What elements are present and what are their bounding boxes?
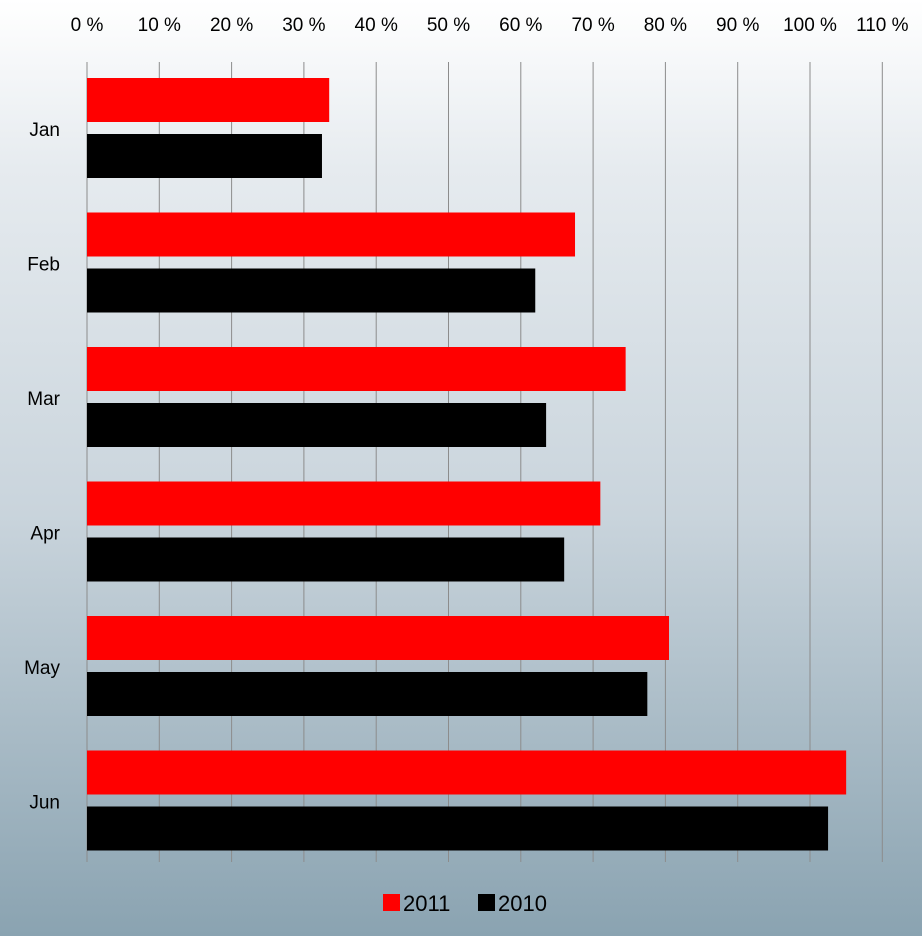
x-tick-label: 100 %	[783, 15, 837, 36]
category-label: Apr	[30, 524, 60, 545]
bar-2011-mar	[87, 347, 626, 391]
bars	[87, 78, 847, 851]
x-tick-label: 20 %	[210, 15, 253, 36]
x-tick-label: 110 %	[856, 15, 909, 36]
x-tick-label: 0 %	[71, 15, 104, 36]
x-tick-label: 60 %	[499, 15, 542, 36]
x-tick-label: 80 %	[644, 15, 687, 36]
x-tick-label: 50 %	[427, 15, 470, 36]
legend-swatch	[383, 894, 400, 911]
bar-2011-apr	[87, 481, 601, 526]
bar-2010-feb	[87, 268, 536, 313]
bar-2010-mar	[87, 403, 547, 447]
legend-label: 2010	[498, 891, 547, 916]
category-label: Jan	[29, 120, 60, 141]
legend: 2011 2010	[383, 891, 547, 916]
bar-2011-feb	[87, 212, 576, 257]
x-axis-tick-labels: 0 % 10 % 20 % 30 % 40 % 50 % 60 % 70 % 80 % 90 % 1…	[71, 15, 909, 36]
category-label: Jun	[29, 793, 60, 814]
x-tick-label: 40 %	[355, 15, 398, 36]
x-tick-label: 30 %	[282, 15, 325, 36]
bar-2011-jan	[87, 78, 330, 122]
category-label: May	[24, 658, 60, 679]
bar-2011-may	[87, 616, 670, 660]
category-labels: Jan Feb Mar Apr May Jun	[24, 120, 61, 814]
category-label: Mar	[27, 389, 60, 410]
bar-2010-jun	[87, 806, 829, 851]
legend-swatch	[478, 894, 495, 911]
legend-label: 2011	[403, 891, 450, 916]
x-tick-label: 10 %	[138, 15, 181, 36]
x-tick-label: 70 %	[571, 15, 614, 36]
gridlines	[86, 62, 883, 862]
bar-2010-jan	[87, 134, 322, 178]
bar-2011-jun	[87, 750, 847, 795]
x-tick-label: 90 %	[716, 15, 759, 36]
bar-2010-may	[87, 672, 648, 716]
bar-2010-apr	[87, 537, 565, 582]
category-label: Feb	[27, 255, 60, 276]
